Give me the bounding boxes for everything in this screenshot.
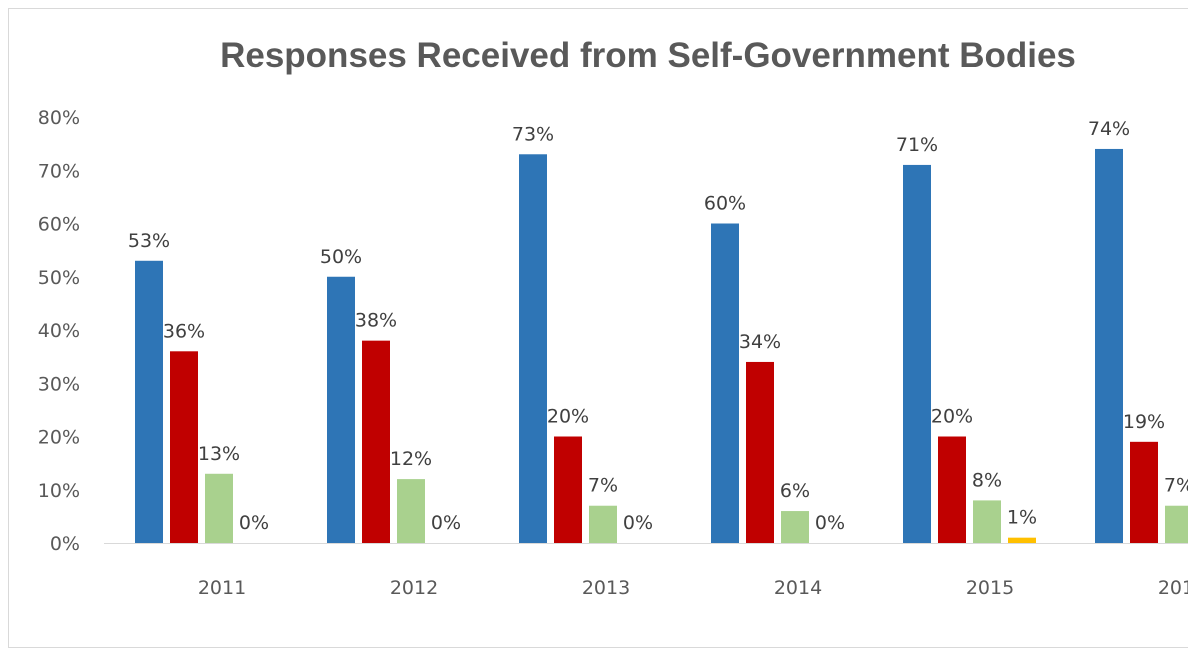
y-tick-label: 50% <box>38 267 80 289</box>
bar <box>1095 148 1123 543</box>
data-label: 36% <box>163 320 205 342</box>
data-label: 71% <box>896 134 938 156</box>
y-tick-label: 10% <box>38 480 80 502</box>
y-tick-label: 70% <box>38 160 80 182</box>
data-label: 53% <box>128 230 170 252</box>
bar <box>170 351 198 543</box>
y-tick-label: 20% <box>38 427 80 449</box>
data-label: 0% <box>239 512 269 534</box>
x-tick-label: 2011 <box>198 577 246 599</box>
bar <box>903 164 931 544</box>
x-tick-label: 2015 <box>966 577 1014 599</box>
bar <box>973 500 1001 543</box>
bar <box>1130 441 1158 543</box>
x-tick-label: 2014 <box>774 577 822 599</box>
data-label: 1% <box>1007 507 1037 529</box>
data-label: 20% <box>931 406 973 428</box>
bar <box>1008 537 1036 543</box>
data-label: 50% <box>320 246 362 268</box>
data-label: 20% <box>547 406 589 428</box>
bar <box>362 340 390 543</box>
bar <box>519 154 547 543</box>
data-label: 0% <box>431 512 461 534</box>
bar <box>938 436 966 543</box>
data-label: 73% <box>512 123 554 145</box>
data-label: 0% <box>623 512 653 534</box>
y-tick-label: 30% <box>38 373 80 395</box>
data-label: 7% <box>1164 475 1188 497</box>
data-label: 0% <box>815 512 845 534</box>
y-tick-label: 40% <box>38 320 80 342</box>
data-label: 60% <box>704 193 746 215</box>
data-label: 12% <box>390 448 432 470</box>
bar <box>711 223 739 543</box>
y-tick-label: 0% <box>50 533 80 555</box>
bar <box>1165 505 1188 543</box>
data-label: 74% <box>1088 118 1130 140</box>
y-tick-label: 60% <box>38 214 80 236</box>
bar <box>554 436 582 543</box>
bar <box>135 260 163 543</box>
chart-title: Responses Received from Self-Government … <box>220 36 1076 75</box>
data-label: 34% <box>739 331 781 353</box>
y-tick-label: 80% <box>38 107 80 129</box>
bar <box>746 361 774 543</box>
bar <box>781 511 809 543</box>
data-label: 38% <box>355 310 397 332</box>
data-label: 7% <box>588 475 618 497</box>
data-label: 19% <box>1123 411 1165 433</box>
bar <box>589 505 617 543</box>
bar <box>327 276 355 543</box>
bar <box>205 473 233 543</box>
data-label: 13% <box>198 443 240 465</box>
x-tick-label: 2016 <box>1158 577 1188 599</box>
data-label: 6% <box>780 480 810 502</box>
bar <box>397 479 425 543</box>
data-label: 8% <box>972 469 1002 491</box>
x-tick-label: 2012 <box>390 577 438 599</box>
x-tick-label: 2013 <box>582 577 630 599</box>
